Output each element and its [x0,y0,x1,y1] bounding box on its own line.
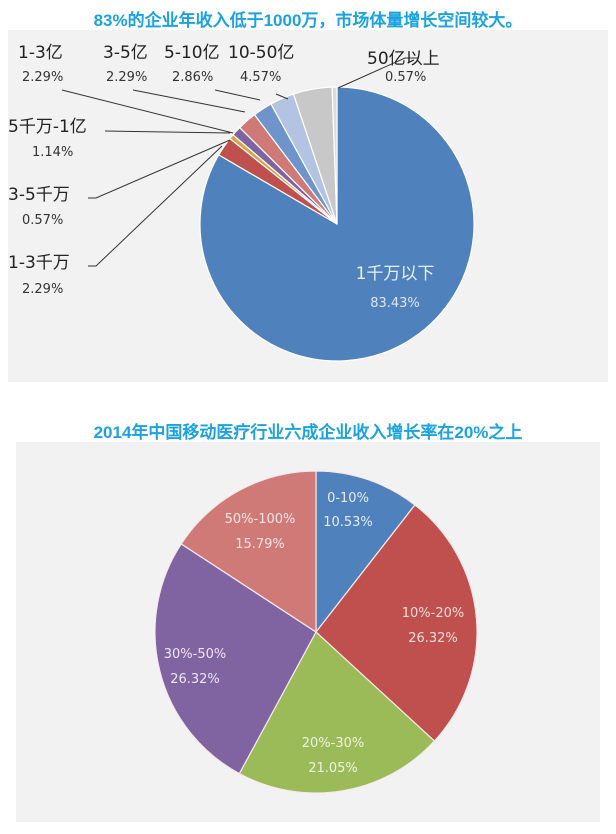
chart1-panel [8,30,608,382]
pct-5kw-1yi: 1.14% [32,145,74,160]
pct-50-100: 15.79% [235,537,285,552]
chart1-title: 83%的企业年收入低于1000万，市场体量增长空间较大。 [93,11,523,30]
pct-5-10yi: 2.86% [172,70,214,85]
pct-0-10: 10.53% [323,515,373,530]
pct-1-3kw: 2.29% [22,282,64,297]
label-50yi-above: 50亿以上 [367,49,440,69]
label-0-10: 0-10% [327,491,369,506]
label-50-100: 50%-100% [224,512,296,527]
label-5-10yi: 5-10亿 [164,43,220,63]
chart2-title: 2014年中国移动医疗行业六成企业收入增长率在20%之上 [93,423,523,442]
label-1-3yi: 1-3亿 [18,43,63,63]
label-3-5kw: 3-5千万 [8,185,70,205]
pct-3-5yi: 2.29% [106,70,148,85]
label-1-3kw: 1-3千万 [8,253,70,273]
pct-below-1kw: 83.43% [370,296,420,311]
pct-20-30: 21.05% [308,761,358,776]
label-20-30: 20%-30% [301,736,365,751]
label-3-5yi: 3-5亿 [103,43,148,63]
label-5kw-1yi: 5千万-1亿 [8,117,87,137]
pct-10-20: 26.32% [408,631,458,646]
label-30-50: 30%-50% [163,647,227,662]
label-10-50yi: 10-50亿 [228,43,295,63]
label-below-1kw: 1千万以下 [355,264,435,284]
pct-30-50: 26.32% [170,672,220,687]
pct-10-50yi: 4.57% [240,70,282,85]
label-10-20: 10%-20% [401,606,465,621]
pct-1-3yi: 2.29% [22,70,64,85]
pct-3-5kw: 0.57% [22,213,64,228]
pct-50yi-above: 0.57% [385,70,427,85]
